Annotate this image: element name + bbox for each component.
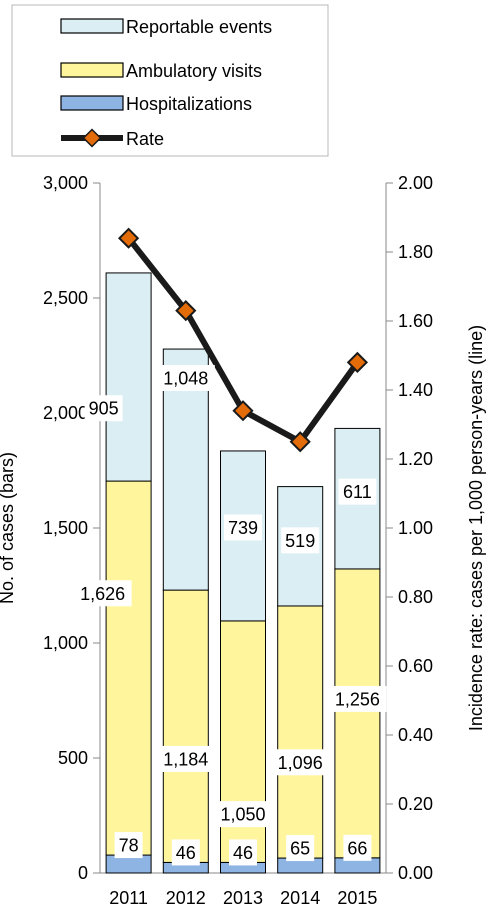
- bar-ambulatory-visits-2012: [162, 589, 209, 863]
- data-label-hospitalizations-2013: 46: [233, 843, 253, 863]
- data-label-ambulatory-visits-2011-bg: [73, 580, 132, 607]
- data-labels: 78 46 46 65 66 1,626 1,184 1,050 1,096 1,256 905 1,…: [73, 364, 387, 866]
- bar-reportable-events-2011: [105, 272, 152, 482]
- x-tick-label: 2014: [280, 888, 320, 908]
- y-axis-title-left: No. of cases (bars): [0, 452, 17, 604]
- right-tick-label: 0.40: [398, 725, 433, 745]
- legend-swatch-reportable-events: [60, 18, 124, 34]
- bar-ambulatory-visits-2011: [105, 480, 152, 856]
- data-label-hospitalizations-2011: 78: [119, 836, 139, 856]
- right-tick-label: 0.00: [398, 863, 433, 883]
- bars: [105, 272, 381, 874]
- data-label-hospitalizations-2015: 66: [347, 838, 367, 858]
- left-tick-label: 1,500: [43, 518, 88, 538]
- data-label-reportable-events-2015: 611: [343, 482, 372, 502]
- data-label-ambulatory-visits-2015: 1,256: [335, 689, 380, 709]
- right-tick-label: 1.80: [398, 242, 433, 262]
- rate-line: [117, 227, 369, 453]
- data-label-reportable-events-2015-bg: [338, 478, 377, 505]
- legend-label-hospitalizations: Hospitalizations: [126, 94, 252, 114]
- right-tick-label: 1.40: [398, 380, 433, 400]
- data-label-reportable-events-2013-bg: [224, 514, 262, 541]
- rate-marker-2015: [346, 351, 369, 374]
- data-label-reportable-events-2013: 739: [228, 518, 258, 538]
- right-tick-label: 1.60: [398, 311, 433, 331]
- right-tick-label: 0.20: [398, 794, 433, 814]
- left-tick-label: 2,500: [43, 288, 88, 308]
- data-label-reportable-events-2012-bg: [156, 364, 215, 391]
- x-tick-label: 2011: [109, 888, 148, 908]
- data-label-hospitalizations-2012: 46: [176, 843, 196, 863]
- left-tick-label: 500: [58, 748, 88, 768]
- legend: Reportable events Ambulatory visits Hospit…: [11, 4, 329, 157]
- data-label-hospitalizations-2014: 65: [290, 839, 310, 859]
- data-label-reportable-events-2014: 519: [285, 531, 315, 551]
- data-label-ambulatory-visits-2012-bg: [156, 745, 215, 772]
- data-label-ambulatory-visits-2013-bg: [214, 801, 272, 828]
- left-tick-label: 2,000: [43, 403, 88, 423]
- data-label-hospitalizations-2011-bg: [114, 832, 143, 859]
- data-label-ambulatory-visits-2011: 1,626: [80, 584, 125, 604]
- data-label-hospitalizations-2012-bg: [171, 839, 200, 866]
- x-tick-label: 2012: [166, 888, 206, 908]
- right-tick-label: 1.20: [398, 449, 433, 469]
- data-label-reportable-events-2012: 1,048: [163, 368, 208, 388]
- data-label-reportable-events-2011: 905: [89, 399, 119, 419]
- legend-label-rate: Rate: [126, 129, 164, 149]
- y-axis-title-right: Incidence rate: cases per 1,000 person-y…: [466, 325, 486, 731]
- data-label-ambulatory-visits-2014: 1,096: [278, 753, 323, 773]
- legend-label-reportable-events: Reportable events: [126, 17, 272, 37]
- right-tick-label: 2.00: [398, 173, 433, 193]
- data-label-ambulatory-visits-2013: 1,050: [220, 805, 265, 825]
- x-tick-label: 2015: [337, 888, 377, 908]
- data-label-reportable-events-2011-bg: [84, 395, 123, 422]
- legend-swatch-hospitalizations: [60, 95, 124, 111]
- data-label-hospitalizations-2013-bg: [229, 839, 257, 866]
- legend-swatch-ambulatory-visits: [60, 62, 124, 78]
- left-tick-label: 0: [78, 863, 88, 883]
- right-tick-label: 0.60: [398, 656, 433, 676]
- rate-marker-2011: [117, 227, 140, 249]
- data-label-reportable-events-2014-bg: [281, 527, 320, 554]
- rate-marker-2014: [289, 431, 311, 453]
- left-tick-label: 3,000: [43, 173, 88, 193]
- right-tick-label: 1.00: [398, 518, 433, 538]
- data-label-ambulatory-visits-2012: 1,184: [163, 749, 208, 769]
- rate-marker-2013: [232, 400, 254, 422]
- right-tick-label: 0.80: [398, 587, 433, 607]
- bar-ambulatory-visits-2014: [277, 605, 324, 859]
- rate-marker-2012: [175, 300, 197, 322]
- legend-label-ambulatory-visits: Ambulatory visits: [126, 61, 262, 81]
- legend-marker-rate: [82, 128, 102, 148]
- data-label-hospitalizations-2015-bg: [343, 834, 372, 861]
- data-label-ambulatory-visits-2015-bg: [328, 685, 387, 712]
- x-tick-label: 2013: [223, 888, 263, 908]
- data-label-ambulatory-visits-2014-bg: [271, 749, 330, 776]
- data-label-hospitalizations-2014-bg: [286, 835, 315, 862]
- left-tick-label: 1,000: [43, 633, 88, 653]
- bar-ambulatory-visits-2015: [334, 568, 381, 859]
